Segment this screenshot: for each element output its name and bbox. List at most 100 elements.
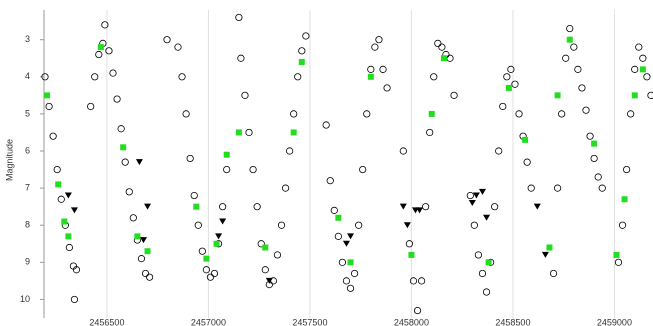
data-point xyxy=(570,43,578,51)
data-point xyxy=(408,251,415,258)
data-point xyxy=(515,110,523,118)
data-point xyxy=(446,54,454,62)
data-point xyxy=(135,159,143,166)
data-point xyxy=(64,192,72,199)
data-point xyxy=(468,199,476,206)
data-point xyxy=(472,192,480,199)
data-point xyxy=(470,221,478,229)
data-point xyxy=(546,244,553,251)
data-point xyxy=(281,184,290,192)
data-point xyxy=(330,206,338,214)
data-point xyxy=(298,58,305,65)
data-point xyxy=(91,73,99,81)
data-point xyxy=(237,54,245,62)
data-point xyxy=(265,277,273,284)
data-point xyxy=(273,251,282,259)
data-point xyxy=(235,13,243,22)
data-point xyxy=(253,203,261,211)
data-point xyxy=(375,36,383,44)
data-point xyxy=(594,173,602,181)
data-point xyxy=(503,73,511,81)
data-point xyxy=(553,184,562,192)
data-point xyxy=(478,269,487,278)
data-point xyxy=(105,47,113,55)
data-point xyxy=(121,158,129,166)
data-point xyxy=(347,259,354,266)
data-point xyxy=(367,65,375,73)
data-point xyxy=(582,106,590,114)
data-point xyxy=(129,214,137,222)
data-point xyxy=(440,55,447,62)
data-point xyxy=(117,125,125,133)
data-point xyxy=(627,110,635,118)
data-point xyxy=(623,165,631,174)
data-point xyxy=(499,102,507,111)
x-tick-label: 2457000 xyxy=(191,317,226,326)
data-point xyxy=(533,203,541,210)
data-point xyxy=(53,165,61,174)
data-point xyxy=(125,188,133,196)
data-point xyxy=(350,269,359,278)
data-point xyxy=(141,269,150,278)
data-point xyxy=(416,207,424,214)
data-point xyxy=(483,214,491,221)
data-point xyxy=(194,221,202,229)
data-point xyxy=(405,240,413,248)
data-point xyxy=(342,240,350,247)
data-point xyxy=(647,91,653,99)
data-point xyxy=(491,203,499,211)
y-tick-label: 8 xyxy=(25,220,30,230)
data-point xyxy=(223,151,230,158)
data-point xyxy=(482,288,491,296)
data-point xyxy=(523,158,531,166)
data-point xyxy=(631,65,639,73)
data-point xyxy=(261,266,269,274)
data-point xyxy=(134,233,141,240)
data-point xyxy=(574,65,582,73)
data-point xyxy=(294,73,302,81)
data-point xyxy=(541,251,549,258)
data-point xyxy=(371,43,379,51)
data-point xyxy=(101,21,109,29)
data-point xyxy=(511,80,519,88)
data-point xyxy=(598,184,606,192)
data-point xyxy=(72,266,81,274)
data-point xyxy=(426,128,434,137)
data-point xyxy=(44,92,51,99)
y-tick-label: 5 xyxy=(25,108,30,118)
x-tick-label: 2456500 xyxy=(89,317,124,326)
y-tick-label: 3 xyxy=(25,34,30,44)
data-point xyxy=(57,195,65,203)
data-point xyxy=(198,247,206,255)
data-point xyxy=(507,65,515,73)
data-point xyxy=(186,154,194,163)
data-point xyxy=(428,110,435,117)
data-point xyxy=(383,84,391,92)
x-tick-label: 2458000 xyxy=(394,317,429,326)
data-point xyxy=(618,221,627,229)
data-point xyxy=(347,233,355,240)
data-point xyxy=(590,154,598,163)
data-point xyxy=(558,110,566,118)
data-point xyxy=(549,269,558,278)
data-point xyxy=(346,284,355,292)
data-point xyxy=(210,269,219,278)
data-point xyxy=(257,240,265,248)
y-tick-label: 10 xyxy=(20,294,30,304)
data-point xyxy=(334,232,342,240)
data-point xyxy=(621,196,628,203)
data-point xyxy=(430,73,438,81)
data-point xyxy=(591,140,598,147)
data-point xyxy=(206,273,215,281)
data-point xyxy=(613,251,620,258)
data-point xyxy=(55,181,62,188)
data-point xyxy=(174,43,182,51)
data-point xyxy=(566,24,574,33)
data-point xyxy=(586,132,594,140)
data-point xyxy=(95,50,103,59)
data-point xyxy=(139,237,147,244)
data-point xyxy=(474,251,483,259)
data-point xyxy=(245,128,253,137)
data-point xyxy=(413,306,422,315)
data-point xyxy=(61,218,68,225)
